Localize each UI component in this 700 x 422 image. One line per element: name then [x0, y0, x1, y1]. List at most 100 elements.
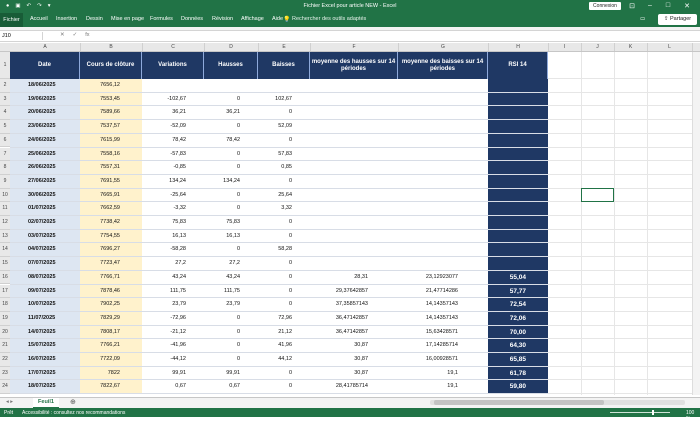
table-header-cell[interactable]: Variations: [142, 52, 204, 79]
table-cell[interactable]: 19,1: [447, 369, 458, 376]
table-cell[interactable]: 25/06/2025: [10, 147, 80, 162]
table-cell[interactable]: -72,96: [170, 314, 186, 321]
table-cell[interactable]: [310, 120, 398, 134]
row-header[interactable]: 14: [0, 243, 10, 258]
table-cell[interactable]: 14,14357143: [425, 301, 458, 308]
table-cell[interactable]: 30,87: [354, 369, 368, 376]
table-cell[interactable]: 16,13: [172, 232, 186, 239]
table-cell[interactable]: [398, 175, 488, 189]
table-cell[interactable]: [488, 229, 548, 244]
table-cell[interactable]: [488, 243, 548, 258]
table-cell[interactable]: [488, 120, 548, 134]
table-cell[interactable]: 0: [236, 328, 240, 335]
table-cell[interactable]: [488, 133, 548, 148]
table-cell[interactable]: [488, 106, 548, 121]
table-cell[interactable]: [398, 257, 488, 271]
table-cell[interactable]: [488, 257, 548, 271]
table-header-cell[interactable]: moyenne des baisses sur 14 périodes: [398, 52, 488, 79]
customize-icon[interactable]: ▾: [47, 3, 51, 9]
cancel-icon[interactable]: ✕: [60, 32, 65, 38]
table-cell[interactable]: [488, 79, 548, 93]
tab-revision[interactable]: Révision: [212, 16, 234, 22]
table-cell[interactable]: 7665,91: [80, 188, 142, 203]
table-cell[interactable]: [488, 202, 548, 216]
ribbon-display-icon[interactable]: ⊡: [629, 3, 635, 10]
zoom-slider[interactable]: [610, 412, 670, 413]
table-cell[interactable]: 0: [236, 356, 240, 362]
table-cell[interactable]: 102,67: [275, 95, 292, 102]
table-cell[interactable]: 17/07/2025: [10, 366, 80, 381]
table-header-cell[interactable]: Date: [10, 52, 80, 79]
table-cell[interactable]: 7696,27: [80, 243, 142, 258]
scrollbar-thumb[interactable]: [434, 400, 604, 405]
table-cell[interactable]: 23,79: [172, 301, 186, 308]
table-cell[interactable]: 111,75: [169, 287, 186, 294]
table-cell[interactable]: 10/07/2025: [10, 298, 80, 312]
table-cell[interactable]: 7902,25: [80, 298, 142, 312]
table-cell[interactable]: [398, 148, 488, 162]
minimize-icon[interactable]: –: [648, 2, 652, 9]
table-cell[interactable]: 72,54: [488, 298, 548, 312]
table-cell[interactable]: 09/07/2025: [10, 284, 80, 299]
table-cell[interactable]: 36,47142857: [335, 314, 368, 321]
table-cell[interactable]: 59,80: [488, 380, 548, 395]
table-cell[interactable]: 30,87: [354, 356, 368, 362]
table-cell[interactable]: 0: [236, 164, 240, 171]
tab-dessin[interactable]: Dessin: [86, 16, 103, 22]
row-header[interactable]: 23: [0, 366, 10, 381]
row-header[interactable]: 6: [0, 133, 10, 148]
tab-mise-en-page[interactable]: Mise en page: [111, 16, 145, 22]
table-cell[interactable]: 0,67: [229, 383, 240, 390]
table-cell[interactable]: 36,47142857: [335, 328, 368, 335]
table-cell[interactable]: 04/07/2025: [10, 243, 80, 258]
table-cell[interactable]: [142, 79, 204, 93]
table-cell[interactable]: 30,87: [354, 342, 368, 349]
table-cell[interactable]: 0: [236, 95, 240, 102]
row-header[interactable]: 10: [0, 188, 10, 203]
table-cell[interactable]: 7553,45: [80, 92, 142, 107]
selected-cell[interactable]: [581, 188, 614, 202]
table-cell[interactable]: -44,12: [170, 356, 186, 362]
table-cell[interactable]: 15,63428571: [425, 328, 458, 335]
table-cell[interactable]: [310, 257, 398, 271]
formula-input[interactable]: [100, 32, 680, 40]
spreadsheet-grid[interactable]: 1 2 3 4 5 6 7 8 9 10 11 12 13 14 15 16 17 18 19 20 21 22 23 24 D…: [0, 52, 700, 395]
table-cell[interactable]: [310, 230, 398, 244]
connexion-button[interactable]: Connexion: [589, 2, 621, 10]
table-cell[interactable]: 7878,46: [80, 284, 142, 299]
table-header-cell[interactable]: moyenne des hausses sur 14 périodes: [310, 52, 398, 79]
accessibility-status[interactable]: Accessibilité : consultez nos recommanda…: [22, 410, 126, 416]
column-header[interactable]: A: [10, 43, 81, 51]
table-cell[interactable]: 55,04: [488, 270, 548, 285]
table-cell[interactable]: 7691,55: [80, 174, 142, 189]
table-cell[interactable]: -52,09: [170, 123, 186, 130]
table-cell[interactable]: 57,77: [488, 284, 548, 299]
column-header[interactable]: F: [310, 43, 399, 51]
row-header[interactable]: 1: [0, 52, 10, 79]
table-cell[interactable]: 41,96: [278, 342, 292, 349]
table-cell[interactable]: 0: [236, 314, 240, 321]
name-box[interactable]: J10: [2, 32, 43, 40]
table-cell[interactable]: 0,67: [175, 383, 186, 390]
table-cell[interactable]: 0: [236, 191, 240, 198]
save-icon[interactable]: ▣: [15, 3, 21, 9]
table-cell[interactable]: 36,21: [226, 109, 240, 116]
table-cell[interactable]: [488, 188, 548, 203]
table-header-cell[interactable]: Hausses: [204, 52, 258, 79]
row-header[interactable]: 8: [0, 161, 10, 175]
table-cell[interactable]: 0: [288, 109, 292, 116]
table-cell[interactable]: 0: [288, 232, 292, 239]
table-cell[interactable]: [204, 79, 258, 93]
table-cell[interactable]: -3,32: [173, 205, 186, 212]
table-cell[interactable]: 16/07/2025: [10, 353, 80, 367]
table-cell[interactable]: 78,42: [226, 136, 240, 143]
table-cell[interactable]: 19/06/2025: [10, 92, 80, 107]
column-header[interactable]: L: [647, 43, 693, 51]
table-cell[interactable]: [488, 174, 548, 189]
row-header[interactable]: 11: [0, 202, 10, 216]
table-cell[interactable]: 0: [288, 177, 292, 184]
table-cell[interactable]: [310, 79, 398, 93]
row-header[interactable]: 3: [0, 92, 10, 107]
table-cell[interactable]: 64,30: [488, 339, 548, 353]
table-cell[interactable]: 08/07/2025: [10, 270, 80, 285]
